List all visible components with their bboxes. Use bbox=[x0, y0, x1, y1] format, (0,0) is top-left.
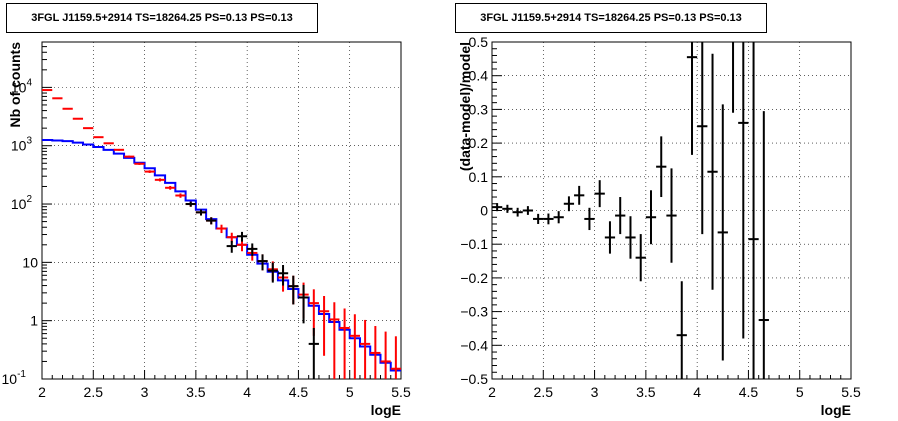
y-tick-label: 0 bbox=[480, 203, 488, 219]
y-tick-exponent: -1 bbox=[17, 369, 26, 380]
x-tick-label: 5.5 bbox=[841, 384, 861, 400]
left-chart-title: 3FGL J1159.5+2914 TS=18264.25 PS=0.13 PS… bbox=[6, 3, 318, 33]
y-tick-label: 1 bbox=[30, 313, 38, 329]
y-tick-label: 103 bbox=[11, 136, 33, 154]
y-axis-label: Nb of counts bbox=[7, 42, 23, 128]
x-axis-label: logE bbox=[821, 402, 851, 418]
y-tick-label: −0.2 bbox=[460, 270, 488, 286]
y-tick-label: 0.4 bbox=[469, 68, 489, 84]
x-tick-label: 5 bbox=[796, 384, 804, 400]
x-axis-label: logE bbox=[371, 402, 401, 418]
x-tick-label: 4 bbox=[693, 384, 701, 400]
x-tick-label: 2.5 bbox=[534, 384, 554, 400]
x-tick-label: 5 bbox=[346, 384, 354, 400]
y-tick-label: −0.3 bbox=[460, 304, 488, 320]
x-tick-label: 4.5 bbox=[739, 384, 759, 400]
y-tick-label: 102 bbox=[11, 194, 33, 212]
y-tick-label: 10 bbox=[22, 254, 38, 270]
x-tick-label: 3.5 bbox=[636, 384, 656, 400]
x-tick-label: 5.5 bbox=[391, 384, 411, 400]
y-tick-label: 0.5 bbox=[469, 34, 489, 50]
y-tick-label: 10-1 bbox=[2, 369, 27, 387]
y-tick-label: 0.1 bbox=[469, 169, 489, 185]
y-tick-label: −0.1 bbox=[460, 236, 488, 252]
y-tick-exponent: 2 bbox=[26, 194, 32, 205]
x-tick-label: 2 bbox=[488, 384, 496, 400]
y-tick-label: 0.2 bbox=[469, 135, 489, 151]
y-tick-label: 0.3 bbox=[469, 101, 489, 117]
x-tick-label: 2 bbox=[38, 384, 46, 400]
y-axis-label: (data-model)/model bbox=[457, 42, 473, 171]
x-tick-label: 2.5 bbox=[84, 384, 104, 400]
x-tick-label: 3 bbox=[591, 384, 599, 400]
x-tick-label: 4 bbox=[243, 384, 251, 400]
y-tick-label: −0.5 bbox=[460, 371, 488, 387]
x-tick-label: 3 bbox=[141, 384, 149, 400]
plot-frame bbox=[41, 41, 402, 380]
right-chart-title: 3FGL J1159.5+2914 TS=18264.25 PS=0.13 PS… bbox=[455, 3, 767, 33]
y-tick-exponent: 4 bbox=[26, 77, 32, 88]
y-tick-label: −0.4 bbox=[460, 337, 488, 353]
x-tick-label: 4.5 bbox=[289, 384, 309, 400]
right-chart-panel: 2 2.5 3 3.5 4 4.5 5 5.5 −0.5 −0.4 −0.3 −0.2 −0.1 0 0.1… bbox=[457, 34, 861, 418]
y-tick-exponent: 3 bbox=[26, 136, 32, 147]
x-tick-label: 3.5 bbox=[186, 384, 206, 400]
